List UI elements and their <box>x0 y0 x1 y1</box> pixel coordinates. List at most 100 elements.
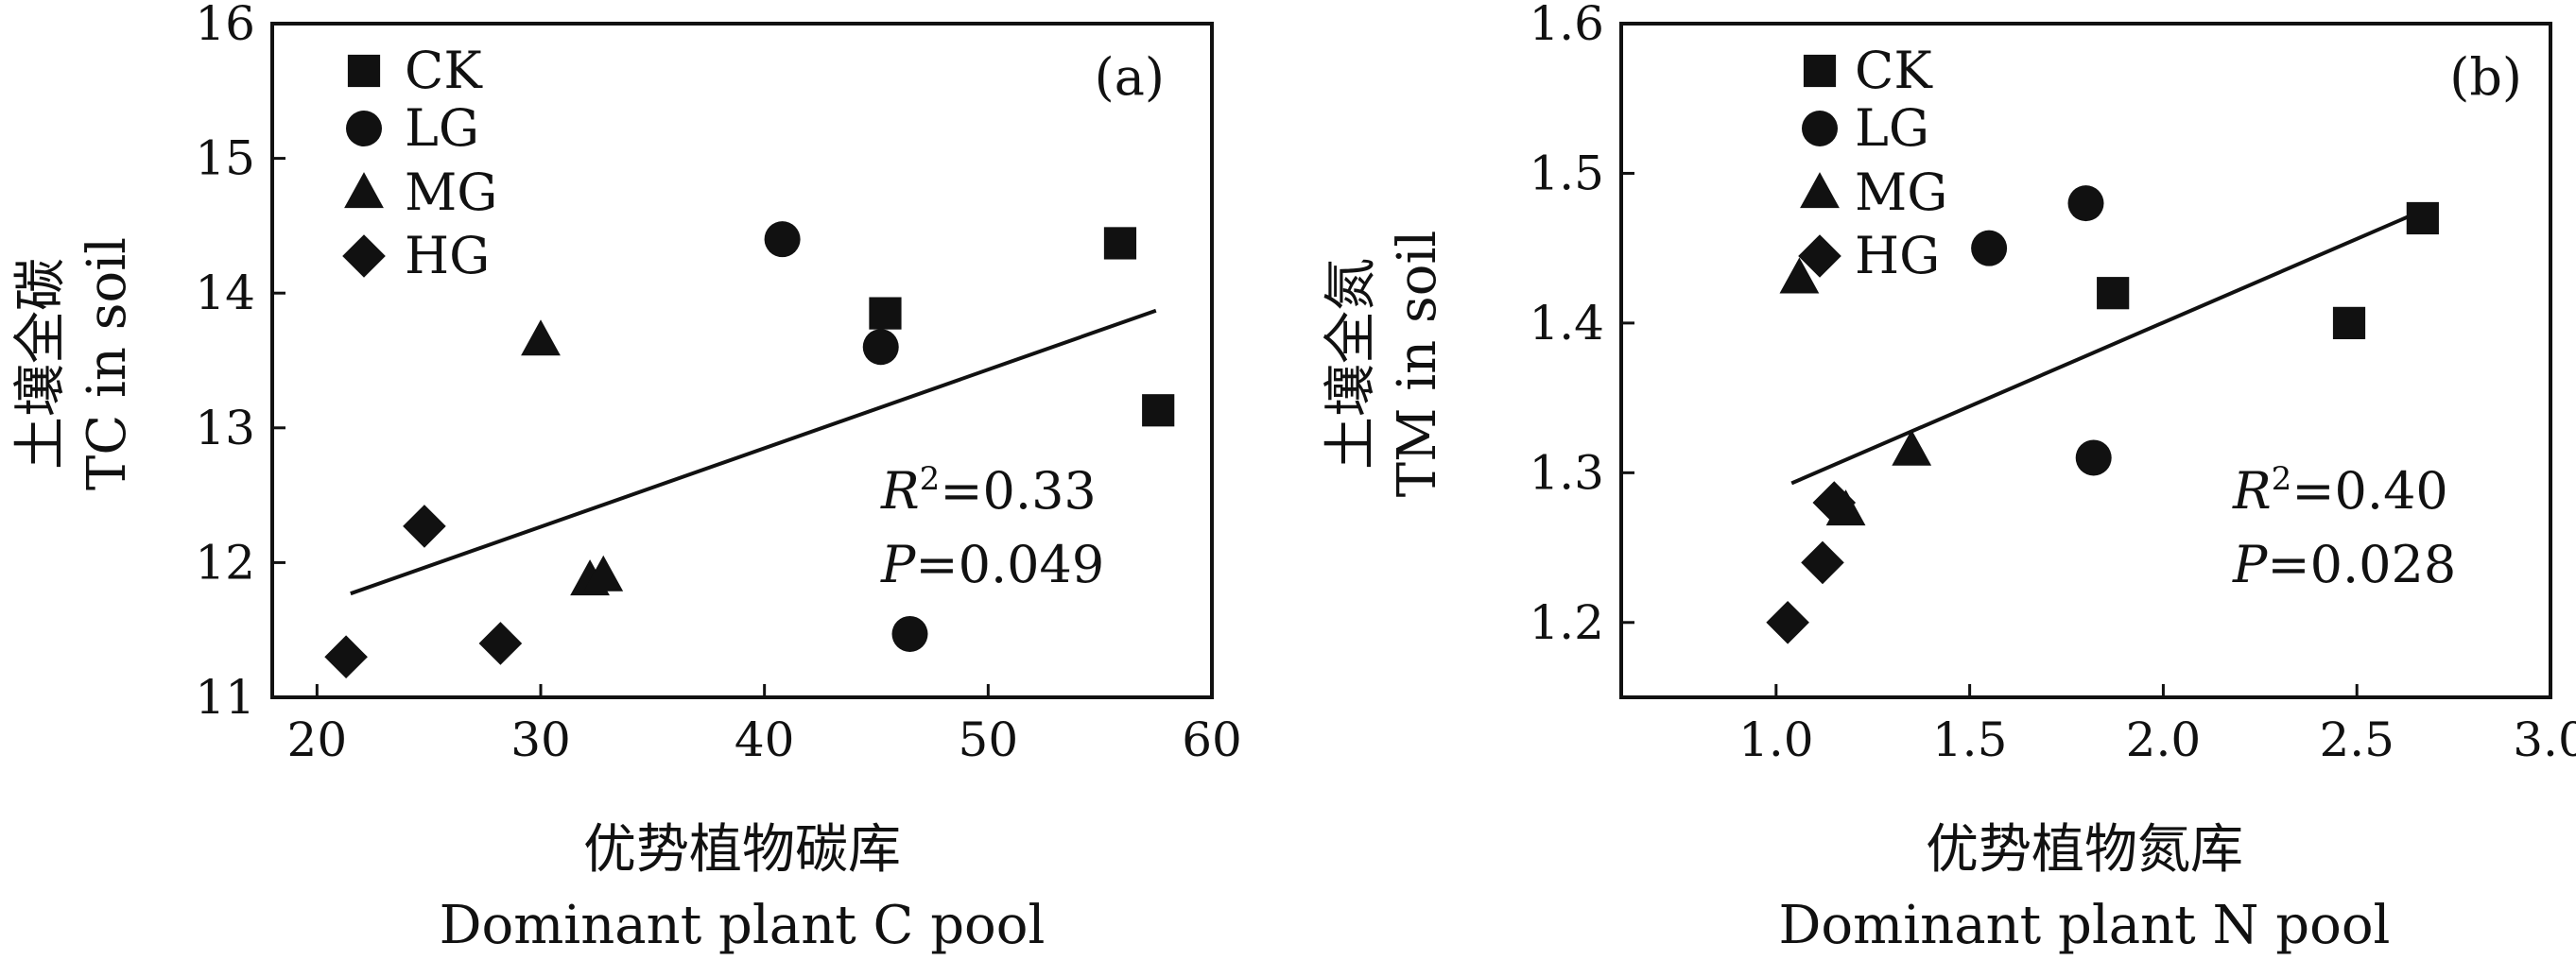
point-mg <box>1892 429 1932 466</box>
y-tick-label: 1.4 <box>1529 296 1604 351</box>
legend: CK LG MG HG <box>342 41 497 285</box>
point-hg <box>403 505 446 548</box>
legend-item-mg: MG <box>344 163 497 222</box>
point-ck <box>869 297 902 330</box>
point-ck <box>1103 227 1137 260</box>
panel-label: (b) <box>2449 47 2522 107</box>
legend-item-mg: MG <box>1800 163 1947 222</box>
point-ck <box>1142 394 1175 427</box>
x-tick-label: 2.5 <box>2319 712 2394 767</box>
legend-item-ck: CK <box>347 41 483 100</box>
r-squared-symbol: R <box>2232 461 2272 521</box>
point-lg <box>764 221 801 258</box>
p-symbol: P <box>880 535 917 594</box>
p-symbol: P <box>2232 535 2269 594</box>
r-squared-superscript: 2 <box>2272 460 2292 498</box>
diamond-symbol <box>1798 234 1841 278</box>
legend-item-hg: HG <box>1798 226 1940 285</box>
fit-line-group <box>350 308 1157 596</box>
data-points <box>1766 185 2439 644</box>
x-tick-label: 1.5 <box>1932 712 2008 767</box>
y-tick-label: 11 <box>195 670 255 725</box>
y-ticks: 1.2 1.3 1.4 1.5 1.6 <box>1529 0 1634 650</box>
point-lg <box>1971 230 2008 266</box>
legend-marker-lg <box>346 111 382 146</box>
y-tick-label: 16 <box>195 0 255 51</box>
y-tick-label: 1.3 <box>1529 445 1604 500</box>
point-hg <box>1766 600 1809 644</box>
legend-marker-ck <box>347 54 381 88</box>
legend-item-hg: HG <box>342 226 490 285</box>
r-squared-annotation: R2=0.40 <box>2232 460 2448 521</box>
legend-label-hg: HG <box>405 226 490 285</box>
triangle-symbol <box>344 172 384 209</box>
point-lg <box>2067 185 2104 222</box>
point-mg <box>1779 257 1820 294</box>
r-squared-symbol: R <box>880 461 920 521</box>
legend-marker-hg <box>342 234 386 278</box>
point-mg <box>583 555 624 591</box>
triangle-symbol <box>1800 172 1840 209</box>
legend-marker-ck <box>1803 54 1837 88</box>
point-hg <box>1801 540 1844 585</box>
plot-frame <box>1619 22 2552 699</box>
y-tick-label: 14 <box>195 266 255 320</box>
y-tick-label: 1.5 <box>1529 146 1604 200</box>
x-axis-title-en: Dominant plant C pool <box>440 895 1046 956</box>
x-tick-label: 60 <box>1182 712 1242 767</box>
point-lg <box>891 615 928 652</box>
x-tick-label: 30 <box>510 712 571 767</box>
square-symbol <box>347 54 381 88</box>
point-lg <box>862 329 899 366</box>
circle-symbol <box>346 111 382 146</box>
r-squared-superscript: 2 <box>920 460 941 498</box>
point-hg <box>1812 481 1857 524</box>
p-value-annotation: P=0.028 <box>2232 535 2456 594</box>
x-tick-label: 3.0 <box>2513 712 2576 767</box>
x-tick-label: 2.0 <box>2126 712 2202 767</box>
regression-line <box>350 308 1157 596</box>
x-ticks: 1.0 1.5 2.0 2.5 3.0 <box>1738 684 2576 767</box>
r-squared-annotation: R2=0.33 <box>880 460 1097 521</box>
point-hg <box>324 635 368 679</box>
panel-label: (a) <box>1095 47 1165 107</box>
x-tick-label: 20 <box>287 712 348 767</box>
y-axis-title-en: TM in soil <box>1387 231 1448 498</box>
diamond-symbol <box>342 234 386 278</box>
plot-frame <box>270 22 1214 699</box>
p-value: =0.049 <box>915 535 1104 594</box>
x-axis-title-en: Dominant plant N pool <box>1779 895 2391 956</box>
legend-marker-mg <box>1800 172 1840 209</box>
data-points <box>324 221 1175 679</box>
legend-item-lg: LG <box>346 98 479 158</box>
p-value: =0.028 <box>2267 535 2456 594</box>
legend-item-ck: CK <box>1803 41 1933 100</box>
regression-line <box>1790 212 2416 486</box>
r-squared-value: =0.33 <box>940 461 1096 521</box>
legend-label-lg: LG <box>405 98 479 158</box>
y-axis-title-cn: 土壤全碳 <box>10 258 72 470</box>
y-tick-label: 1.2 <box>1529 595 1604 650</box>
x-axis-title-cn: 优势植物氮库 <box>1926 819 2243 881</box>
point-lg <box>2075 439 2112 476</box>
legend-label-mg: MG <box>405 163 497 222</box>
point-hg <box>478 622 523 665</box>
y-tick-label: 15 <box>195 131 255 186</box>
legend-label-ck: CK <box>1855 41 1933 100</box>
legend-label-mg: MG <box>1855 163 1947 222</box>
x-tick-label: 40 <box>735 712 795 767</box>
legend-marker-hg <box>1798 234 1841 278</box>
point-ck <box>2406 201 2439 235</box>
point-ck <box>2097 277 2130 310</box>
p-value-annotation: P=0.049 <box>880 535 1104 594</box>
y-tick-label: 1.6 <box>1529 0 1604 51</box>
y-tick-label: 12 <box>195 535 255 590</box>
legend-label-lg: LG <box>1855 98 1929 158</box>
legend-label-hg: HG <box>1855 226 1940 285</box>
fit-line-group <box>1790 212 2416 486</box>
legend-label-ck: CK <box>405 41 483 100</box>
legend-item-lg: LG <box>1802 98 1929 158</box>
panel-b: 1.2 1.3 1.4 1.5 1.6 1.0 1.5 2.0 2.5 3.0 CK LG MG… <box>1321 0 2576 956</box>
